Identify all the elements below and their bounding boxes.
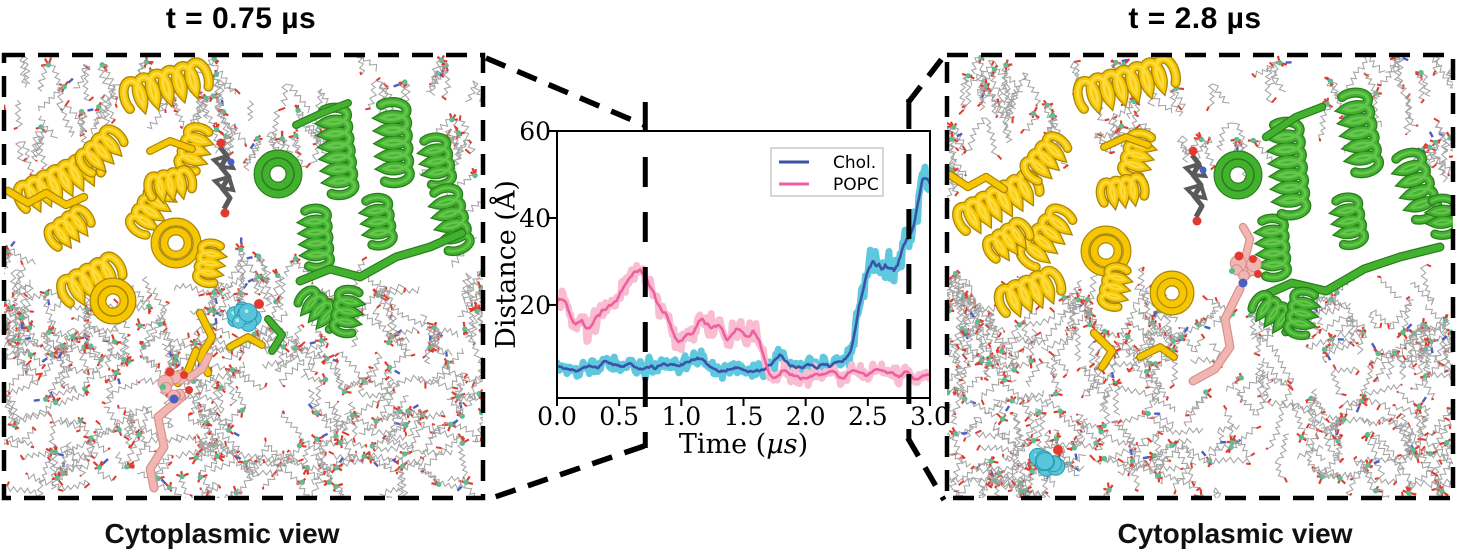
protein-green-ribbon: [1213, 87, 1453, 341]
protein-green-ribbon: [253, 97, 475, 355]
x-tick-label: 1.5: [724, 402, 764, 431]
series-line-chol: [557, 177, 930, 374]
x-tick-label: 3.0: [910, 402, 950, 431]
popc-lipid-molecule: [1188, 222, 1262, 386]
y-tick-label: 40: [519, 204, 551, 233]
x-tick-label: 2.5: [848, 402, 888, 431]
left-snapshot-panel: [1, 52, 486, 501]
legend-label: POPC: [833, 175, 879, 195]
right-panel-title: t = 2.8 µs: [1128, 2, 1262, 35]
x-tick-label: 0.0: [537, 402, 577, 431]
retinal-ligand: [210, 138, 237, 218]
legend-label: Chol.: [833, 153, 876, 173]
y-axis-label: Distance (Å): [489, 180, 522, 349]
left-panel-dashed-border: [1, 52, 486, 501]
right-panel-dashed-border: [944, 52, 1456, 501]
retinal-ligand: [1182, 146, 1209, 226]
y-tick-label: 60: [519, 117, 551, 146]
chart-series-area: [557, 163, 930, 389]
protein-yellow-ribbon: [947, 55, 1195, 372]
distance-time-chart: 0.0 0.5 1.0 1.5 2.0 2.5 3.0 20 40 60 Time (µs) Dist…: [489, 117, 950, 460]
y-tick-label: 20: [519, 291, 551, 320]
x-tick-label: 0.5: [599, 402, 639, 431]
chart-legend: Chol.POPC: [770, 147, 884, 197]
plot-frame: [556, 130, 931, 399]
axis-ticks: 0.0 0.5 1.0 1.5 2.0 2.5 3.0 20 40 60: [519, 117, 950, 431]
series-band-chol: [557, 163, 930, 382]
protein-yellow-ribbon: [4, 57, 266, 378]
series-band-popc: [557, 261, 930, 389]
series-line-popc: [557, 268, 930, 381]
x-tick-label: 2.0: [786, 402, 826, 431]
left-panel-caption: Cytoplasmic view: [104, 518, 340, 549]
left-panel-title: t = 0.75 µs: [165, 2, 317, 35]
legend-box: [770, 147, 884, 197]
right-panel-caption: Cytoplasmic view: [1117, 518, 1353, 549]
x-axis-label: Time (µs): [679, 429, 808, 460]
cholesterol-spheres: [226, 299, 264, 332]
x-tick-label: 1.0: [661, 402, 701, 431]
cholesterol-spheres: [1028, 445, 1066, 477]
popc-lipid-molecule: [145, 352, 213, 493]
right-snapshot-panel: [944, 52, 1456, 501]
